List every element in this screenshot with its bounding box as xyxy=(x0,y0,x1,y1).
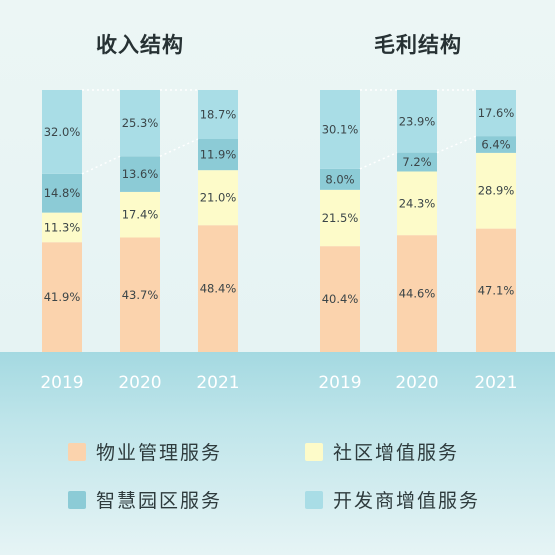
bar-segment xyxy=(397,152,437,172)
data-label: 11.9% xyxy=(200,148,237,162)
bar-segment xyxy=(42,173,82,213)
bar-segment xyxy=(198,90,238,139)
bar-segment xyxy=(42,90,82,174)
data-label: 28.9% xyxy=(478,184,515,198)
legend-item-smart-park: 智慧园区服务 xyxy=(68,486,222,513)
legend-swatch xyxy=(68,490,86,509)
chart-1: 收入结构 41.9% 11.3% 14.8% 32.0% 2019 43.7% 17.4% 13… xyxy=(40,33,239,393)
x-tick-label: 2019 xyxy=(40,373,83,393)
bar-segment xyxy=(476,152,516,229)
data-label: 41.9% xyxy=(44,290,81,304)
x-tick-label: 2020 xyxy=(395,373,438,393)
data-label: 13.6% xyxy=(122,167,159,181)
bar-segment xyxy=(397,90,437,153)
bar-segment xyxy=(198,170,238,226)
x-tick-label: 2020 xyxy=(118,373,161,393)
data-label: 17.6% xyxy=(478,106,515,120)
data-label: 8.0% xyxy=(325,172,354,186)
bar-segment xyxy=(42,242,82,352)
bar-segment xyxy=(476,136,516,153)
bar-segment xyxy=(42,212,82,243)
data-label: 21.5% xyxy=(322,211,359,225)
data-label: 23.9% xyxy=(399,114,436,128)
data-label: 40.4% xyxy=(322,292,359,306)
x-tick-label: 2021 xyxy=(474,373,517,393)
bar-segment xyxy=(198,138,238,171)
legend-label: 智慧园区服务 xyxy=(96,490,223,512)
bar-segment xyxy=(320,90,360,169)
connector-line xyxy=(436,135,477,154)
bar-segment xyxy=(120,237,160,352)
bar-segment xyxy=(320,189,360,247)
bar-segment xyxy=(320,168,360,190)
bar-segment xyxy=(476,90,516,137)
data-label: 18.7% xyxy=(200,107,237,121)
legend-swatch xyxy=(305,490,323,509)
legend-swatch xyxy=(68,442,86,461)
data-label: 24.3% xyxy=(399,196,436,210)
legend-label: 社区增值服务 xyxy=(333,442,460,464)
bar-segment xyxy=(198,225,238,352)
legend-item-community-value-added: 社区增值服务 xyxy=(305,438,459,465)
chart-title: 毛利结构 xyxy=(374,33,462,57)
legend-item-property-management: 物业管理服务 xyxy=(68,438,222,465)
data-label: 25.3% xyxy=(122,116,159,130)
bar-segment xyxy=(320,246,360,352)
connector-line xyxy=(359,151,398,170)
legend-label: 开发商增值服务 xyxy=(333,490,481,512)
data-label: 21.0% xyxy=(200,191,237,205)
data-label: 32.0% xyxy=(44,125,81,139)
bar-segment xyxy=(120,90,160,157)
chart-title: 收入结构 xyxy=(96,33,184,57)
data-label: 7.2% xyxy=(402,155,431,169)
floor-band xyxy=(0,352,555,555)
data-label: 17.4% xyxy=(122,208,159,222)
legend: 物业管理服务 社区增值服务 智慧园区服务 开发商增值服务 xyxy=(0,420,555,555)
legend-item-developer-value-added: 开发商增值服务 xyxy=(305,486,480,513)
bar-segment xyxy=(120,156,160,192)
data-label: 48.4% xyxy=(200,282,237,296)
connector-line xyxy=(81,155,121,175)
data-label: 14.8% xyxy=(44,186,81,200)
legend-swatch xyxy=(305,442,323,461)
bar-segment xyxy=(476,228,516,352)
data-label: 47.1% xyxy=(478,283,515,297)
data-label: 44.6% xyxy=(399,287,436,301)
x-tick-label: 2021 xyxy=(196,373,239,393)
data-label: 43.7% xyxy=(122,288,159,302)
data-label: 30.1% xyxy=(322,122,359,136)
legend-label: 物业管理服务 xyxy=(96,442,223,464)
data-label: 11.3% xyxy=(44,220,81,234)
chart-2: 毛利结构 40.4% 21.5% 8.0% 30.1% 2019 44.6% 24.3% 7.2… xyxy=(318,33,517,393)
bar-segment xyxy=(120,191,160,238)
x-tick-label: 2019 xyxy=(318,373,361,393)
data-label: 6.4% xyxy=(481,137,510,151)
bar-segment xyxy=(397,235,437,352)
connector-line xyxy=(159,138,199,157)
bar-segment xyxy=(397,171,437,236)
